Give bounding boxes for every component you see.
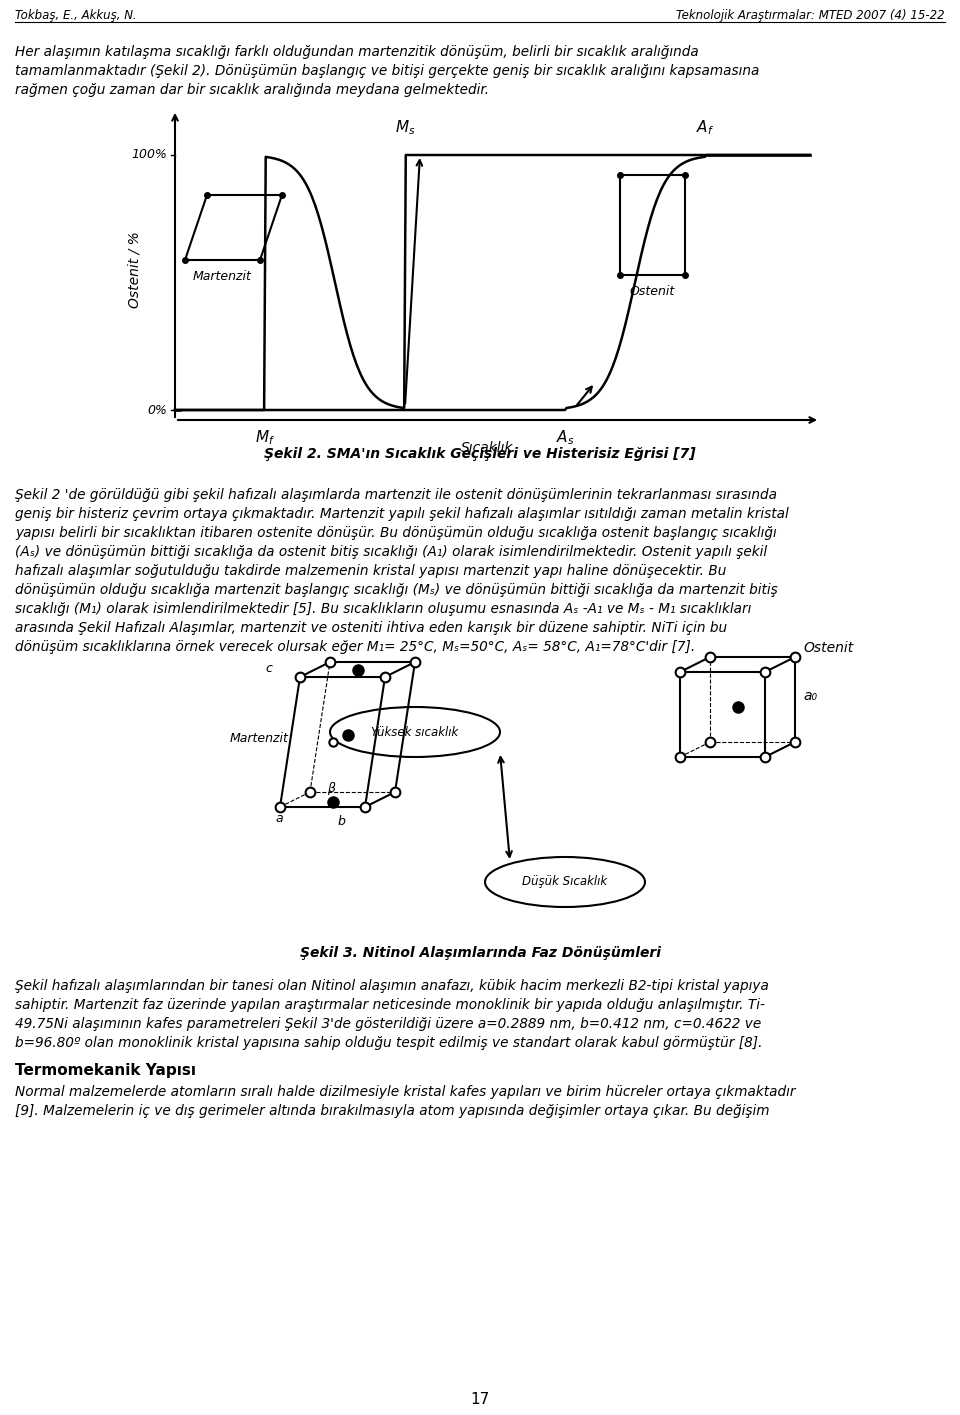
Text: Sıcaklık: Sıcaklık	[461, 441, 514, 456]
Text: Şekil 2 'de görüldüğü gibi şekil hafızalı alaşımlarda martenzit ile ostenit dönü: Şekil 2 'de görüldüğü gibi şekil hafızal…	[15, 488, 777, 502]
Text: Normal malzemelerde atomların sıralı halde dizilmesiyle kristal kafes yapıları v: Normal malzemelerde atomların sıralı hal…	[15, 1085, 796, 1099]
Text: Yüksek sıcaklık: Yüksek sıcaklık	[372, 726, 459, 739]
Text: 0%: 0%	[147, 403, 167, 416]
Text: sıcaklığı (M₁) olarak isimlendirilmektedir [5]. Bu sıcaklıkların oluşumu esnasın: sıcaklığı (M₁) olarak isimlendirilmekted…	[15, 601, 752, 616]
Text: Düşük Sıcaklık: Düşük Sıcaklık	[522, 876, 608, 889]
Text: M$_f$: M$_f$	[254, 427, 276, 447]
Text: b: b	[338, 815, 346, 828]
Text: rağmen çoğu zaman dar bir sıcaklık aralığında meydana gelmektedir.: rağmen çoğu zaman dar bir sıcaklık aralı…	[15, 83, 490, 98]
Text: arasında Şekil Hafızalı Alaşımlar, martenzit ve osteniti ihtiva eden karışık bir: arasında Şekil Hafızalı Alaşımlar, marte…	[15, 621, 727, 635]
Text: Termomekanik Yapısı: Termomekanik Yapısı	[15, 1063, 196, 1078]
Text: yapısı belirli bir sıcaklıktan itibaren ostenite dönüşür. Bu dönüşümün olduğu sı: yapısı belirli bir sıcaklıktan itibaren …	[15, 526, 777, 541]
Text: Ostenit: Ostenit	[803, 641, 853, 655]
Text: dönüşüm sıcaklıklarına örnek verecek olursak eğer M₁= 25°C, Mₛ=50°C, Aₛ= 58°C, A: dönüşüm sıcaklıklarına örnek verecek olu…	[15, 640, 695, 654]
Text: b=96.80º olan monoklinik kristal yapısına sahip olduğu tespit edilmiş ve standar: b=96.80º olan monoklinik kristal yapısın…	[15, 1036, 762, 1050]
Text: Teknolojik Araştırmalar: MTED 2007 (4) 15-22: Teknolojik Araştırmalar: MTED 2007 (4) 1…	[677, 8, 945, 21]
Text: (Aₛ) ve dönüşümün bittiği sıcaklığa da ostenit bitiş sıcaklığı (A₁) olarak isiml: (Aₛ) ve dönüşümün bittiği sıcaklığa da o…	[15, 545, 767, 559]
Text: Ostenit / %: Ostenit / %	[128, 232, 142, 308]
Text: Şekil 2. SMA'ın Sıcaklık Geçişleri ve Histerisiz Eğrisi [7]: Şekil 2. SMA'ın Sıcaklık Geçişleri ve Hi…	[264, 447, 696, 461]
Text: 100%: 100%	[132, 149, 167, 161]
Text: hafızalı alaşımlar soğutulduğu takdirde malzemenin kristal yapısı martenzit yapı: hafızalı alaşımlar soğutulduğu takdirde …	[15, 565, 727, 577]
Text: A$_s$: A$_s$	[556, 427, 574, 447]
Text: Ostenit: Ostenit	[630, 284, 675, 299]
Text: Şekil 3. Nitinol Alaşımlarında Faz Dönüşümleri: Şekil 3. Nitinol Alaşımlarında Faz Dönüş…	[300, 947, 660, 959]
Text: [9]. Malzemelerin iç ve dış gerimeler altında bırakılmasıyla atom yapısında deği: [9]. Malzemelerin iç ve dış gerimeler al…	[15, 1104, 770, 1118]
Text: Martenzit: Martenzit	[193, 270, 252, 283]
Text: 17: 17	[470, 1392, 490, 1408]
Text: dönüşümün olduğu sıcaklığa martenzit başlangıç sıcaklığı (Mₛ) ve dönüşümün bitti: dönüşümün olduğu sıcaklığa martenzit baş…	[15, 583, 778, 597]
Text: M$_s$: M$_s$	[395, 117, 416, 137]
Text: c: c	[265, 662, 272, 675]
Text: a: a	[275, 812, 282, 825]
Text: Şekil hafızalı alaşımlarından bir tanesi olan Nitinol alaşımın anafazı, kübik ha: Şekil hafızalı alaşımlarından bir tanesi…	[15, 979, 769, 993]
Text: a₀: a₀	[803, 689, 817, 702]
Text: 49.75Ni alaşımının kafes parametreleri Şekil 3'de gösterildiği üzere a=0.2889 nm: 49.75Ni alaşımının kafes parametreleri Ş…	[15, 1017, 761, 1032]
Text: tamamlanmaktadır (Şekil 2). Dönüşümün başlangıç ve bitişi gerçekte geniş bir sıc: tamamlanmaktadır (Şekil 2). Dönüşümün ba…	[15, 64, 759, 78]
Text: geniş bir histeriz çevrim ortaya çıkmaktadır. Martenzit yapılı şekil hafızalı al: geniş bir histeriz çevrim ortaya çıkmakt…	[15, 507, 789, 521]
Text: Tokbaş, E., Akkuş, N.: Tokbaş, E., Akkuş, N.	[15, 8, 136, 21]
Text: A$_f$: A$_f$	[696, 117, 714, 137]
Text: Martenzit: Martenzit	[230, 732, 289, 746]
Text: sahiptir. Martenzit faz üzerinde yapılan araştırmalar neticesinde monoklinik bir: sahiptir. Martenzit faz üzerinde yapılan…	[15, 998, 765, 1012]
Text: Her alaşımın katılaşma sıcaklığı farklı olduğundan martenzitik dönüşüm, belirli : Her alaşımın katılaşma sıcaklığı farklı …	[15, 45, 699, 59]
Text: β: β	[327, 782, 335, 795]
